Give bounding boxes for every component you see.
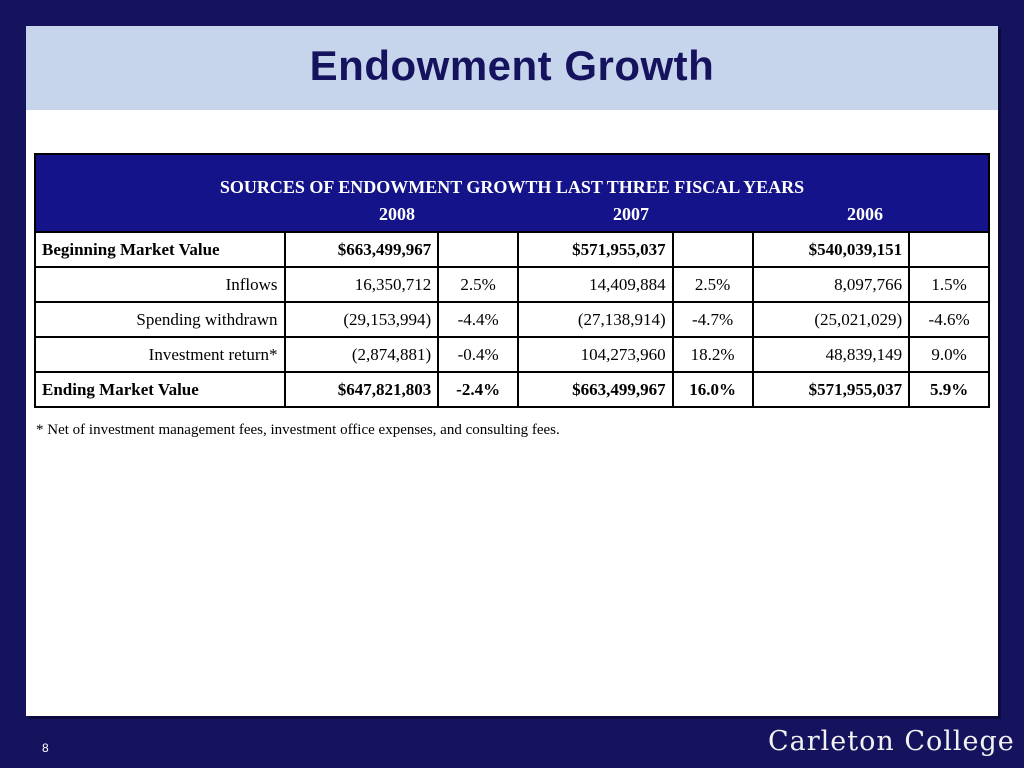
table-footnote: * Net of investment management fees, inv… [36,422,560,438]
pct-2008: -4.4% [437,301,520,338]
year-label-2006: 2006 [847,204,883,224]
value-2006: 48,839,149 [751,336,911,373]
pct-2008: -0.4% [437,336,520,373]
value-2007: $571,955,037 [517,231,674,268]
pct-2006: -4.6% [908,301,990,338]
pct-2007: 16.0% [671,371,754,408]
table-row-ending-value: Ending Market Value $647,821,803 -2.4% $… [34,371,990,408]
table-header-row: SOURCES OF ENDOWMENT GROWTH LAST THREE F… [34,153,990,233]
pct-2007: 18.2% [671,336,754,373]
pct-2006 [908,231,990,268]
table-heading: SOURCES OF ENDOWMENT GROWTH LAST THREE F… [219,177,805,197]
pct-2007: 2.5% [671,266,754,303]
value-2008: $647,821,803 [283,371,440,408]
value-2008: 16,350,712 [283,266,440,303]
pct-2008 [437,231,520,268]
row-label: Ending Market Value [34,371,286,408]
table-row-inflows: Inflows 16,350,712 2.5% 14,409,884 2.5% … [34,266,990,303]
pct-2006: 5.9% [908,371,990,408]
value-2007: (27,138,914) [517,301,674,338]
pct-2007 [671,231,754,268]
value-2006: $571,955,037 [751,371,911,408]
year-label-2007: 2007 [613,204,649,224]
value-2008: $663,499,967 [283,231,440,268]
pct-2006: 1.5% [908,266,990,303]
pct-2006: 9.0% [908,336,990,373]
slide-title: Endowment Growth [309,42,715,89]
pct-2008: 2.5% [437,266,520,303]
value-2007: 14,409,884 [517,266,674,303]
page-number: 8 [42,741,49,755]
table-row-spending: Spending withdrawn (29,153,994) -4.4% (2… [34,301,990,338]
pct-2007: -4.7% [671,301,754,338]
table-header: SOURCES OF ENDOWMENT GROWTH LAST THREE F… [34,153,990,233]
value-2008: (2,874,881) [283,336,440,373]
row-label: Inflows [34,266,286,303]
endowment-table: SOURCES OF ENDOWMENT GROWTH LAST THREE F… [34,153,990,408]
table-row-investment-return: Investment return* (2,874,881) -0.4% 104… [34,336,990,373]
slide: Endowment Growth SOURCES OF ENDOWMENT GR… [26,26,998,716]
value-2007: 104,273,960 [517,336,674,373]
value-2007: $663,499,967 [517,371,674,408]
row-label: Beginning Market Value [34,231,286,268]
title-bar: Endowment Growth [26,26,998,110]
table-row-beginning-value: Beginning Market Value $663,499,967 $571… [34,231,990,268]
pct-2008: -2.4% [437,371,520,408]
value-2006: $540,039,151 [751,231,911,268]
value-2006: 8,097,766 [751,266,911,303]
college-logo: Carleton College [768,726,1015,757]
value-2006: (25,021,029) [751,301,911,338]
row-label: Spending withdrawn [34,301,286,338]
row-label: Investment return* [34,336,286,373]
value-2008: (29,153,994) [283,301,440,338]
year-label-2008: 2008 [379,204,415,224]
